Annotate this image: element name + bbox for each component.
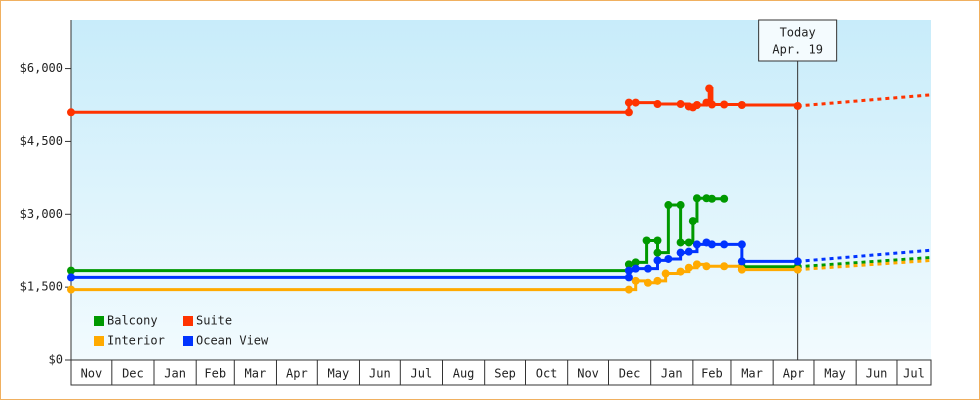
price-point xyxy=(684,263,693,272)
price-point xyxy=(653,236,662,245)
price-point xyxy=(692,260,701,269)
price-point xyxy=(624,273,633,282)
price-point xyxy=(707,194,716,203)
x-tick-label: Feb xyxy=(701,367,723,381)
x-tick-label: Feb xyxy=(204,367,226,381)
price-point xyxy=(737,240,746,249)
price-point xyxy=(643,278,652,287)
price-point xyxy=(684,238,693,247)
x-tick-label: Mar xyxy=(741,367,763,381)
price-point xyxy=(793,265,802,274)
price-point xyxy=(661,269,670,278)
x-tick-label: Nov xyxy=(81,367,103,381)
price-point xyxy=(631,258,640,267)
x-tick-label: Sep xyxy=(494,367,516,381)
x-tick-label: May xyxy=(328,367,350,381)
price-point xyxy=(631,276,640,285)
y-tick-label: $1,500 xyxy=(20,280,63,294)
plot-area xyxy=(71,20,931,360)
x-tick-label: Jun xyxy=(369,367,391,381)
price-point xyxy=(676,238,685,247)
price-point xyxy=(664,201,673,210)
price-point xyxy=(67,273,75,282)
price-point xyxy=(67,108,75,117)
price-point xyxy=(642,236,651,245)
legend-swatch xyxy=(183,336,193,346)
price-point xyxy=(720,262,729,271)
today-box xyxy=(758,19,838,62)
x-axis-band xyxy=(70,359,932,386)
price-point xyxy=(720,100,729,109)
price-point xyxy=(692,101,701,109)
price-point xyxy=(676,100,685,109)
price-point xyxy=(631,98,640,107)
x-tick-label: Aug xyxy=(453,367,475,381)
price-point xyxy=(653,276,662,285)
legend-swatch xyxy=(94,336,104,346)
x-tick-label: Jan xyxy=(164,367,186,381)
projection-line xyxy=(797,93,932,108)
price-point xyxy=(720,194,729,203)
projection-line xyxy=(797,258,932,272)
price-point xyxy=(793,101,802,110)
price-point xyxy=(692,194,701,203)
price-point xyxy=(737,257,746,266)
legend-label: Interior xyxy=(107,334,165,348)
x-tick-label: Jul xyxy=(411,367,433,381)
price-point xyxy=(664,254,673,263)
price-point xyxy=(653,256,662,265)
today-label: Apr. 19 xyxy=(772,43,823,57)
price-point xyxy=(676,267,685,276)
price-point xyxy=(624,98,633,107)
price-point xyxy=(67,266,75,275)
y-tick-label: $4,500 xyxy=(20,134,63,148)
price-point xyxy=(67,285,75,294)
price-point xyxy=(653,248,662,257)
price-point xyxy=(631,264,640,273)
price-point xyxy=(676,248,685,257)
x-tick-label: Nov xyxy=(577,367,599,381)
price-point xyxy=(707,240,716,249)
price-point xyxy=(643,264,652,273)
x-tick-label: Mar xyxy=(245,367,267,381)
price-point xyxy=(707,100,716,109)
price-point xyxy=(720,240,729,249)
price-point xyxy=(684,247,693,256)
x-tick-label: Dec xyxy=(619,367,641,381)
price-point xyxy=(688,217,697,226)
price-point xyxy=(737,265,746,274)
legend-swatch xyxy=(94,316,104,326)
projection-line xyxy=(797,248,932,263)
x-tick-label: Jul xyxy=(903,367,925,381)
price-point xyxy=(653,100,662,109)
x-tick-label: Jun xyxy=(866,367,888,381)
y-tick-label: $3,000 xyxy=(20,207,63,221)
price-point xyxy=(705,84,714,93)
x-tick-label: Dec xyxy=(122,367,144,381)
price-point xyxy=(624,108,633,117)
projection-line xyxy=(797,256,932,269)
y-tick-label: $6,000 xyxy=(20,61,63,75)
price-point xyxy=(676,201,685,210)
price-point xyxy=(624,260,633,269)
legend-swatch xyxy=(183,316,193,326)
legend-label: Balcony xyxy=(107,314,158,328)
legend-label: Suite xyxy=(196,314,232,328)
price-point xyxy=(692,240,701,249)
y-tick-label: $0 xyxy=(49,353,63,367)
x-tick-label: Apr xyxy=(783,367,805,381)
x-tick-label: Oct xyxy=(536,367,558,381)
price-point xyxy=(737,101,746,109)
today-label: Today xyxy=(780,26,816,40)
price-point xyxy=(624,285,633,294)
legend-label: Ocean View xyxy=(196,334,269,348)
price-point xyxy=(702,262,711,271)
price-point xyxy=(624,266,633,275)
x-tick-label: Apr xyxy=(286,367,308,381)
x-tick-label: Jan xyxy=(661,367,683,381)
x-tick-label: May xyxy=(824,367,846,381)
price-point xyxy=(793,257,802,266)
